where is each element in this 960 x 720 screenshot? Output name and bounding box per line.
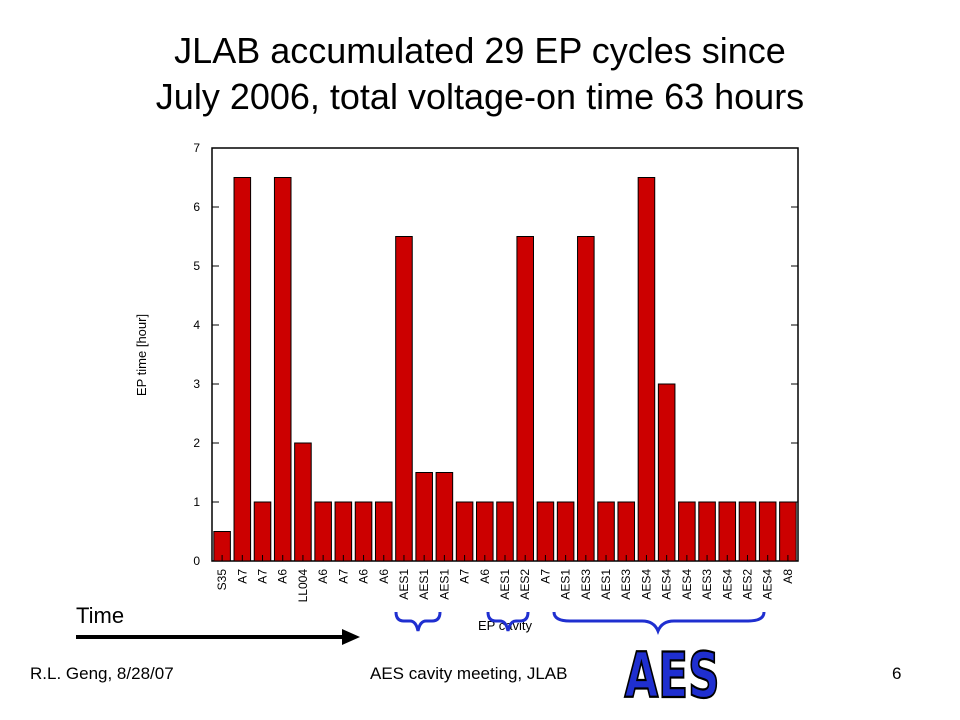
x-axis-tick-labels: S35 A7 A7 A6 LL004 A6 A7 A6 A6 AES1 AES1 AES1 A7 A6 AE… bbox=[215, 555, 795, 602]
x-tick-label: AES1 bbox=[397, 569, 411, 600]
bar bbox=[314, 501, 332, 562]
x-tick-label: A6 bbox=[357, 569, 371, 584]
brace-aes-group-2 bbox=[486, 611, 530, 632]
bar bbox=[617, 501, 636, 562]
x-tick-label: A7 bbox=[235, 569, 249, 584]
x-tick-label: AES4 bbox=[639, 569, 653, 600]
x-tick-label: AES1 bbox=[498, 569, 512, 600]
y-tick-label: 6 bbox=[193, 200, 200, 214]
bar bbox=[536, 501, 555, 562]
aes-label: AES bbox=[624, 639, 719, 712]
x-tick-label: AES4 bbox=[660, 569, 674, 600]
footer-meeting: AES cavity meeting, JLAB bbox=[370, 664, 568, 683]
bar bbox=[273, 177, 292, 562]
y-tick-label: 3 bbox=[193, 377, 200, 391]
bar bbox=[354, 501, 373, 562]
y-tick-label: 7 bbox=[193, 141, 200, 155]
x-tick-label: AES4 bbox=[680, 569, 694, 600]
y-tick-label: 2 bbox=[193, 436, 200, 450]
bar bbox=[435, 472, 454, 562]
x-tick-label: A7 bbox=[336, 569, 350, 584]
y-tick-label: 4 bbox=[193, 318, 200, 332]
bar bbox=[395, 236, 413, 562]
bar bbox=[516, 236, 534, 562]
bar bbox=[476, 501, 494, 562]
x-tick-label: A6 bbox=[276, 569, 290, 584]
bar bbox=[738, 501, 757, 562]
x-tick-label: A6 bbox=[377, 569, 391, 584]
x-tick-label: AES1 bbox=[559, 569, 573, 600]
y-tick-label: 0 bbox=[193, 554, 200, 568]
footer-page-number: 6 bbox=[892, 664, 902, 683]
bar bbox=[779, 501, 797, 562]
slide-title-line1: JLAB accumulated 29 EP cycles since bbox=[174, 30, 786, 71]
x-tick-label: A7 bbox=[256, 569, 270, 584]
x-tick-label: AES1 bbox=[599, 569, 613, 600]
bar bbox=[678, 501, 696, 562]
x-tick-label: AES1 bbox=[437, 569, 451, 600]
x-tick-label: AES3 bbox=[579, 569, 593, 600]
bar bbox=[657, 383, 676, 562]
footer-author: R.L. Geng, 8/28/07 bbox=[30, 664, 174, 683]
x-tick-label: A7 bbox=[458, 569, 472, 584]
x-tick-label: AES3 bbox=[619, 569, 633, 600]
bar bbox=[637, 177, 656, 562]
x-tick-label: A6 bbox=[478, 569, 492, 584]
x-tick-label: AES4 bbox=[761, 569, 775, 600]
bar-series bbox=[213, 177, 797, 562]
x-tick-label: A6 bbox=[316, 569, 330, 584]
x-tick-label: AES2 bbox=[740, 569, 754, 600]
bar bbox=[718, 501, 737, 562]
x-tick-label: AES4 bbox=[720, 569, 734, 600]
bar bbox=[455, 501, 474, 562]
bar bbox=[294, 442, 312, 562]
time-label: Time bbox=[76, 603, 125, 628]
bar bbox=[233, 177, 252, 562]
x-tick-label: A7 bbox=[538, 569, 552, 584]
brace-aes-group-1 bbox=[394, 611, 442, 632]
bar bbox=[374, 501, 393, 562]
slide-title: JLAB accumulated 29 EP cycles since July… bbox=[0, 28, 960, 120]
slide-title-line2: July 2006, total voltage-on time 63 hour… bbox=[155, 76, 805, 117]
x-tick-label: A8 bbox=[781, 569, 795, 584]
bar bbox=[415, 472, 433, 562]
bar bbox=[698, 501, 716, 562]
brace-aes-group-3 bbox=[552, 611, 766, 636]
bar bbox=[496, 501, 514, 562]
y-axis-label: EP time [hour] bbox=[134, 314, 149, 396]
bar bbox=[758, 501, 777, 562]
time-arrow-head bbox=[342, 629, 360, 645]
bar bbox=[253, 501, 272, 562]
x-tick-label: LL004 bbox=[296, 569, 310, 603]
bar bbox=[597, 501, 615, 562]
bar bbox=[556, 501, 575, 562]
y-tick-label: 1 bbox=[193, 495, 200, 509]
x-tick-label: AES3 bbox=[700, 569, 714, 600]
x-tick-label: AES1 bbox=[417, 569, 431, 600]
bar bbox=[334, 501, 353, 562]
y-tick-label: 5 bbox=[193, 259, 200, 273]
bar bbox=[577, 236, 595, 562]
x-tick-label: S35 bbox=[215, 569, 229, 591]
x-tick-label: AES2 bbox=[518, 569, 532, 600]
